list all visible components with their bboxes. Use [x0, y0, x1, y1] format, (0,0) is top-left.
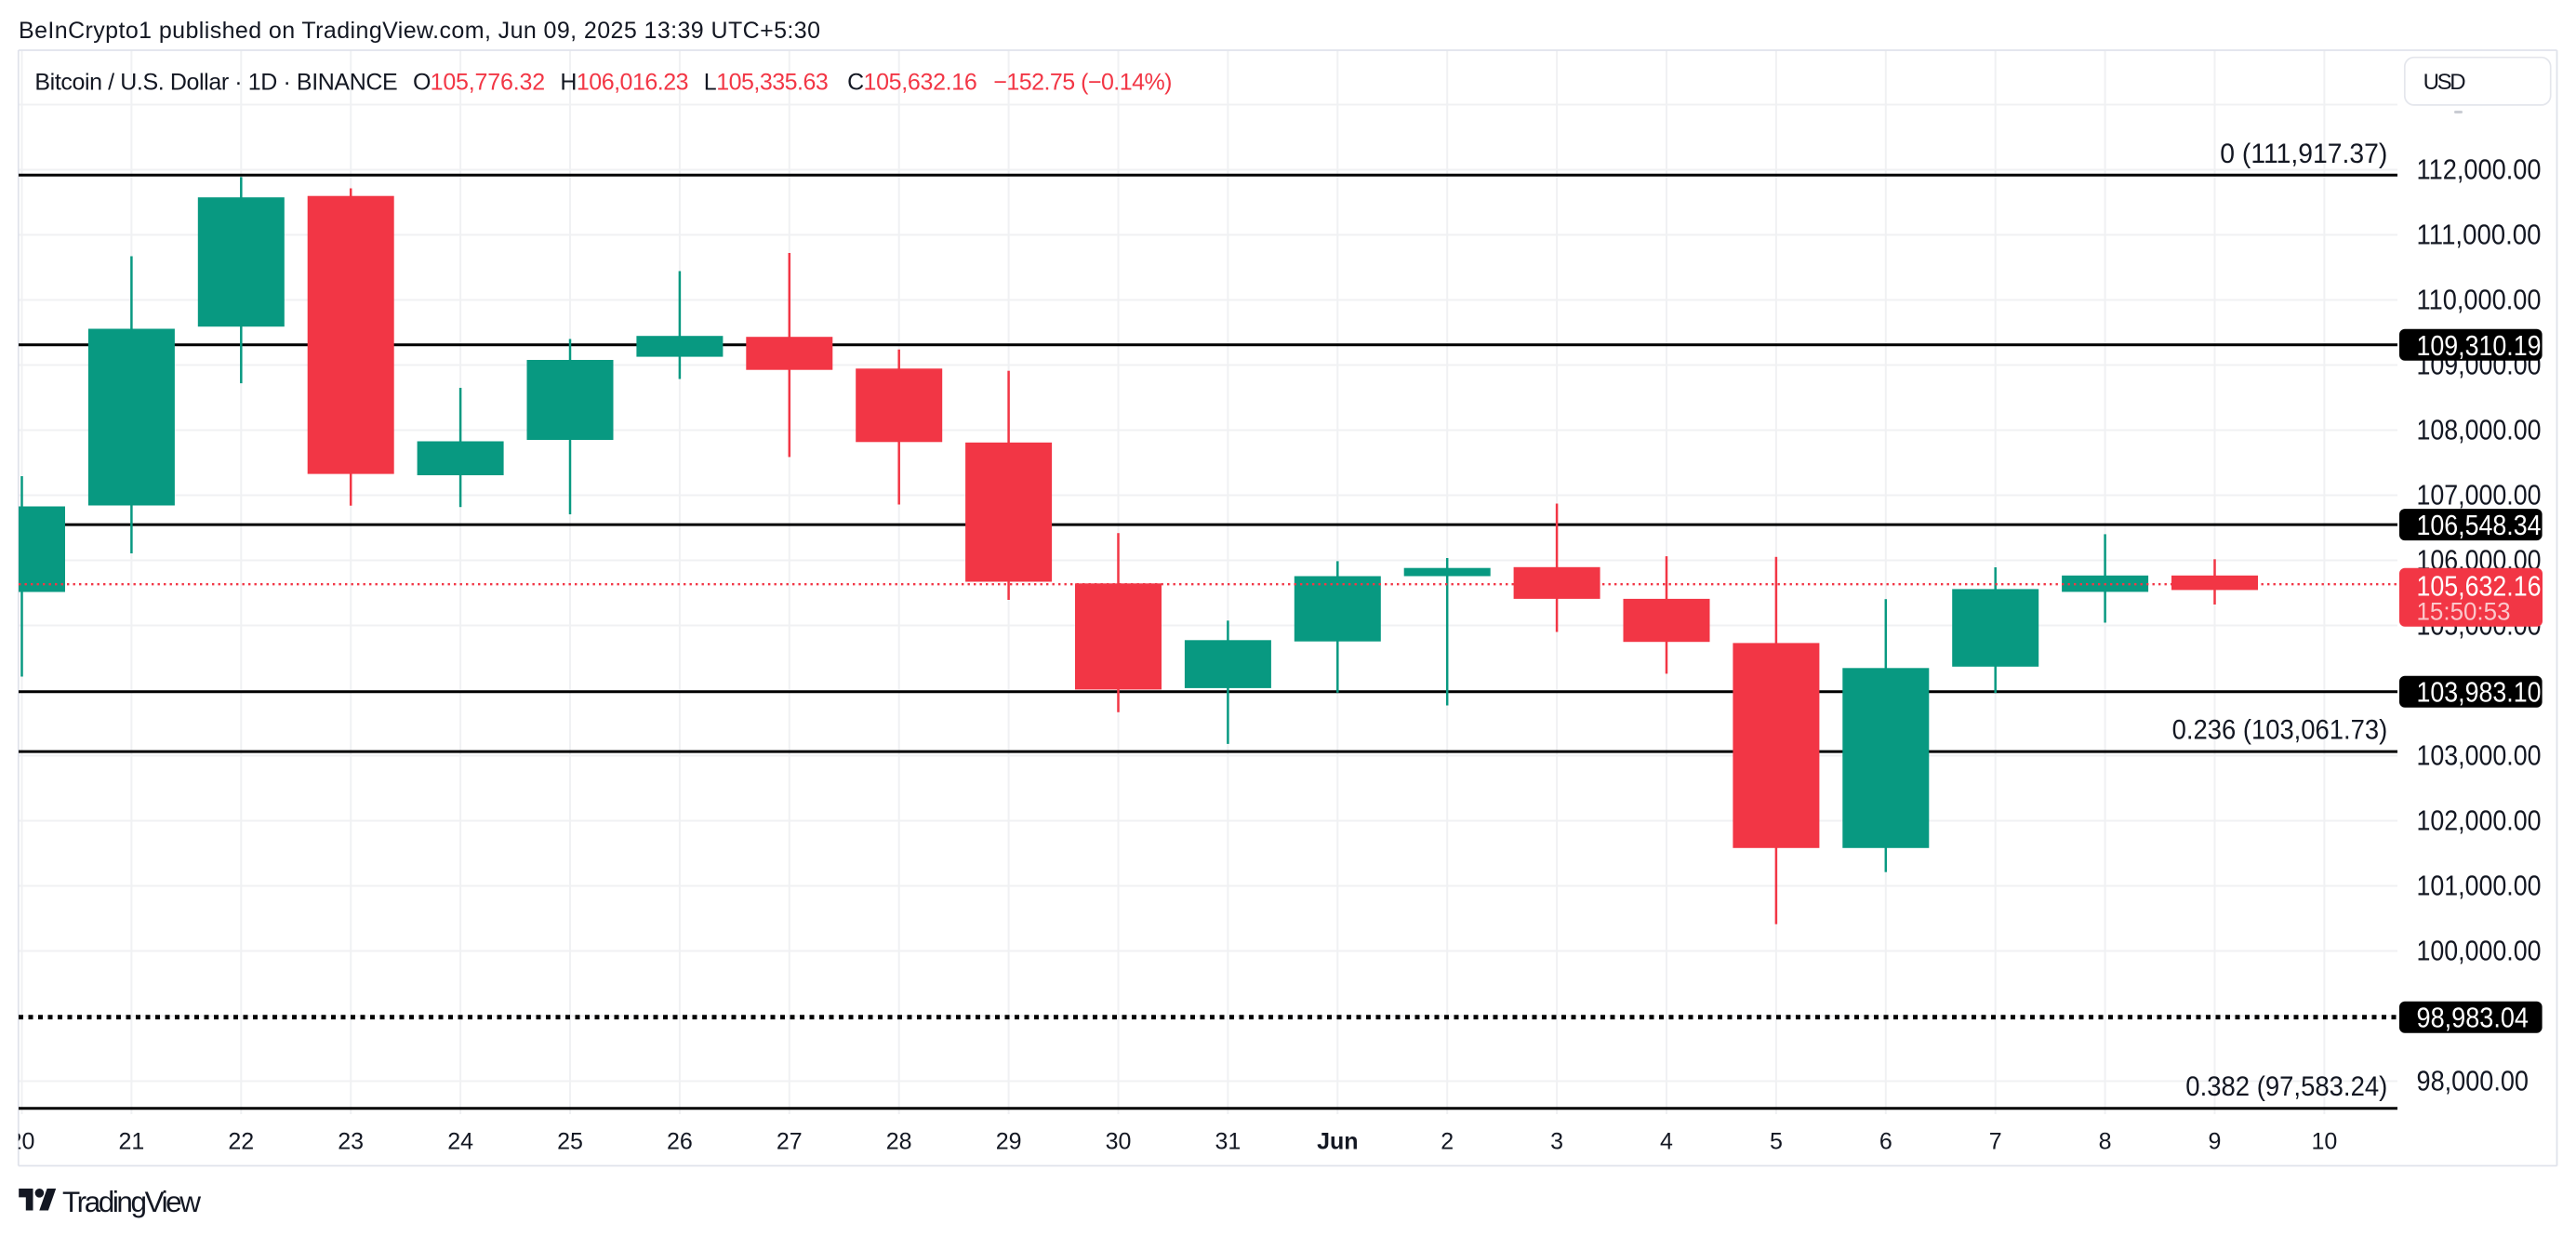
- svg-text:22: 22: [228, 1129, 254, 1155]
- svg-text:20: 20: [9, 1129, 35, 1155]
- svg-text:28: 28: [886, 1129, 912, 1155]
- svg-text:105,335.63: 105,335.63: [716, 69, 829, 95]
- svg-text:USD: USD: [2423, 70, 2466, 95]
- svg-text:10: 10: [2311, 1129, 2337, 1155]
- svg-text:109,310.19: 109,310.19: [2417, 329, 2542, 362]
- svg-text:0.382 (97,583.24): 0.382 (97,583.24): [2185, 1071, 2387, 1102]
- svg-text:98,000.00: 98,000.00: [2417, 1065, 2530, 1097]
- svg-text:15:50:53: 15:50:53: [2417, 598, 2511, 626]
- svg-text:30: 30: [1106, 1129, 1132, 1155]
- svg-text:21: 21: [118, 1129, 144, 1155]
- svg-text:103,000.00: 103,000.00: [2417, 739, 2542, 772]
- svg-text:101,000.00: 101,000.00: [2417, 870, 2542, 902]
- svg-text:BeInCrypto1 published on Tradi: BeInCrypto1 published on TradingView.com…: [19, 18, 820, 44]
- svg-text:26: 26: [667, 1129, 693, 1155]
- svg-text:C: C: [847, 69, 864, 95]
- svg-text:106,548.34: 106,548.34: [2417, 509, 2542, 541]
- svg-text:L: L: [704, 69, 717, 95]
- svg-text:8: 8: [2099, 1129, 2112, 1155]
- svg-text:108,000.00: 108,000.00: [2417, 414, 2542, 446]
- svg-text:2: 2: [1441, 1129, 1454, 1155]
- svg-text:112,000.00: 112,000.00: [2417, 153, 2542, 186]
- svg-text:103,983.10: 103,983.10: [2417, 676, 2542, 709]
- svg-text:107,000.00: 107,000.00: [2417, 479, 2542, 512]
- svg-text:−152.75 (−0.14%): −152.75 (−0.14%): [993, 69, 1172, 95]
- svg-text:6: 6: [1879, 1129, 1892, 1155]
- svg-text:O: O: [413, 69, 431, 95]
- svg-text:4: 4: [1660, 1129, 1673, 1155]
- svg-text:27: 27: [777, 1129, 803, 1155]
- svg-text:110,000.00: 110,000.00: [2417, 284, 2542, 316]
- svg-text:0 (111,917.37): 0 (111,917.37): [2220, 139, 2387, 169]
- svg-text:102,000.00: 102,000.00: [2417, 804, 2542, 837]
- svg-text:0.236 (103,061.73): 0.236 (103,061.73): [2172, 715, 2388, 746]
- svg-text:24: 24: [447, 1129, 473, 1155]
- svg-text:105,776.32: 105,776.32: [431, 69, 545, 95]
- svg-text:7: 7: [1989, 1129, 2002, 1155]
- svg-text:105,632.16: 105,632.16: [864, 69, 977, 95]
- svg-text:TradingView: TradingView: [62, 1185, 201, 1218]
- svg-text:Jun: Jun: [1317, 1129, 1358, 1155]
- svg-text:100,000.00: 100,000.00: [2417, 935, 2542, 967]
- svg-text:H: H: [560, 69, 577, 95]
- svg-text:5: 5: [1770, 1129, 1783, 1155]
- svg-text:98,983.04: 98,983.04: [2417, 1002, 2530, 1034]
- svg-text:Bitcoin / U.S. Dollar · 1D · B: Bitcoin / U.S. Dollar · 1D · BINANCE: [34, 69, 397, 95]
- svg-text:111,000.00: 111,000.00: [2417, 219, 2542, 251]
- svg-text:105,632.16: 105,632.16: [2417, 570, 2542, 603]
- svg-text:23: 23: [338, 1129, 364, 1155]
- svg-text:9: 9: [2209, 1129, 2222, 1155]
- svg-text:106,016.23: 106,016.23: [577, 69, 689, 95]
- svg-text:29: 29: [996, 1129, 1022, 1155]
- svg-text:31: 31: [1215, 1129, 1241, 1155]
- svg-text:3: 3: [1550, 1129, 1563, 1155]
- svg-text:25: 25: [557, 1129, 583, 1155]
